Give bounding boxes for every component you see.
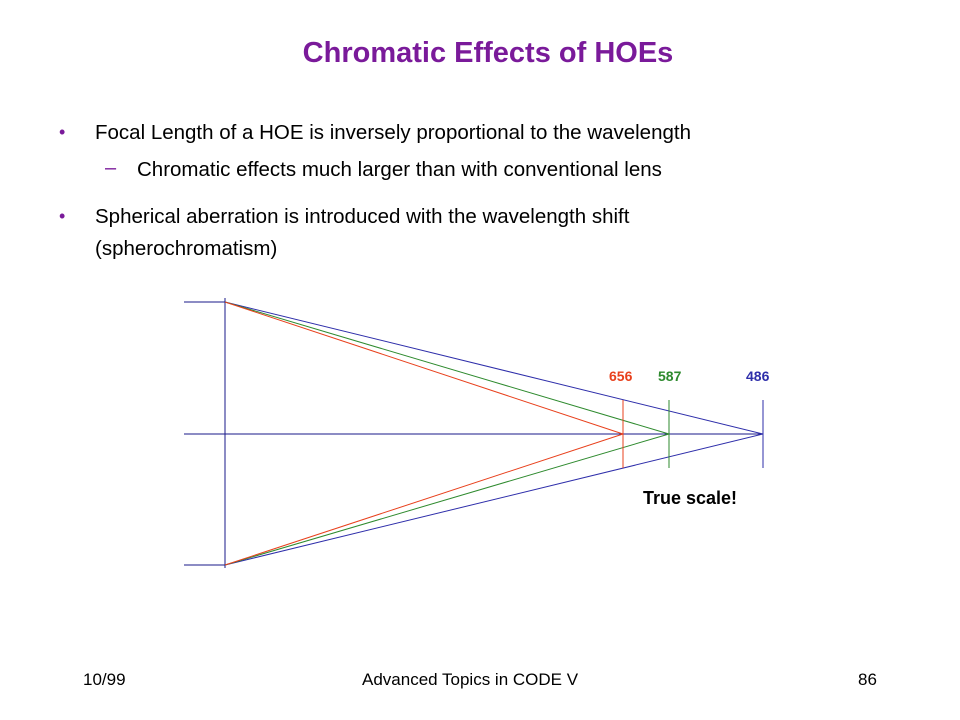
- footer-date: 10/99: [83, 670, 126, 689]
- footer-page-number: 86: [858, 670, 877, 689]
- bullet-marker: •: [59, 122, 66, 142]
- bullet-2-text-line1: Spherical aberration is introduced with …: [95, 205, 630, 228]
- footer-course: Advanced Topics in CODE V: [362, 670, 579, 689]
- ray-656-bottom: [224, 433, 624, 566]
- wavelength-label-656: 656: [609, 368, 633, 384]
- bullet-marker: •: [59, 206, 66, 226]
- ray-587-top: [224, 301, 670, 435]
- ray-656-top: [224, 301, 624, 435]
- sub-bullet-marker: –: [105, 157, 117, 179]
- slide-title: Chromatic Effects of HOEs: [302, 37, 674, 69]
- bullet-1-text: Focal Length of a HOE is inversely propo…: [95, 121, 691, 144]
- bullet-1-sub-text: Chromatic effects much larger than with …: [137, 158, 662, 181]
- true-scale-note: True scale!: [643, 488, 737, 508]
- bullet-2-text-line2: (spherochromatism): [95, 237, 278, 260]
- ray-486-top: [224, 301, 764, 435]
- ray-587-bottom: [224, 433, 670, 566]
- ray-486-bottom: [224, 433, 764, 566]
- wavelength-label-587: 587: [658, 368, 682, 384]
- wavelength-label-486: 486: [746, 368, 770, 384]
